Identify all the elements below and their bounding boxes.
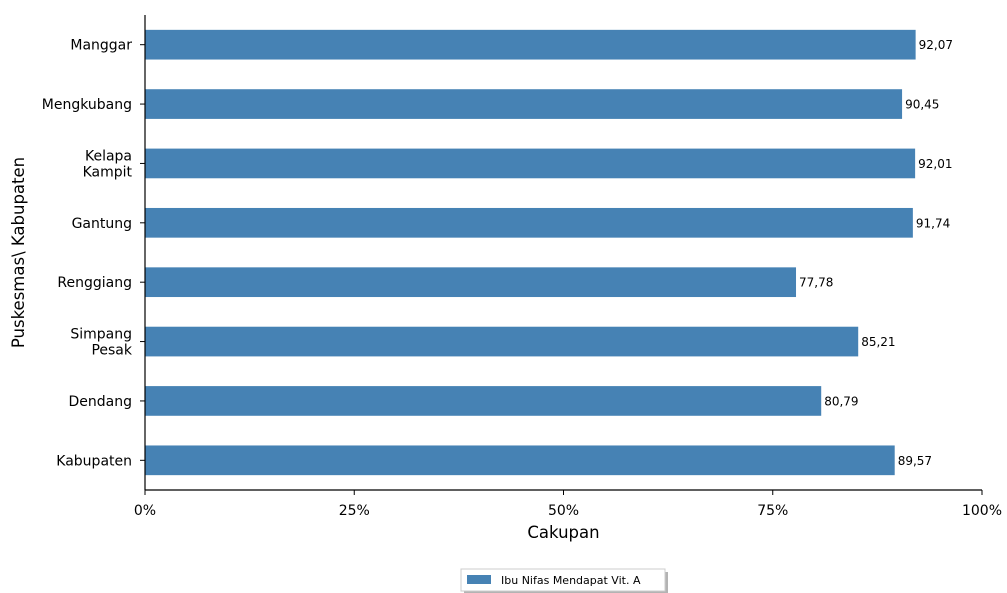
bar-value-label: 91,74 — [916, 216, 950, 230]
y-tick-label: Manggar — [70, 38, 132, 54]
bar — [145, 29, 916, 60]
x-tick-label: 0% — [134, 503, 156, 519]
y-tick-label-line: Dendang — [69, 394, 133, 410]
y-tick-label: Dendang — [69, 394, 133, 410]
bar-value-label: 80,79 — [824, 394, 858, 408]
bar — [145, 89, 903, 119]
bar-value-label: 77,78 — [799, 276, 833, 290]
y-tick-label: Kabupaten — [56, 453, 132, 469]
bar-value-label: 89,57 — [898, 454, 932, 468]
y-tick-label: Renggiang — [57, 275, 132, 291]
y-tick-label: Kelapa Kampit — [83, 148, 133, 180]
y-tick-label-line: Mengkubang — [42, 97, 132, 113]
y-tick-label-line: Pesak — [91, 343, 132, 359]
x-tick-label: 100% — [962, 503, 1002, 519]
bar — [145, 207, 913, 238]
y-tick-label-line: Manggar — [70, 38, 132, 54]
y-tick-label-line: Gantung — [72, 216, 132, 232]
legend-label: Ibu Nifas Mendapat Vit. A — [501, 574, 641, 587]
legend: Ibu Nifas Mendapat Vit. A — [460, 568, 668, 593]
bars-group — [145, 29, 916, 476]
bar — [145, 326, 859, 357]
x-axis-title: Cakupan — [527, 523, 599, 542]
x-tick-label: 75% — [757, 503, 788, 519]
bar — [145, 148, 916, 179]
legend-box — [460, 568, 666, 592]
y-tick-label: Simpang Pesak — [70, 327, 133, 359]
y-tick-label-line: Kabupaten — [56, 453, 132, 469]
bar — [145, 386, 822, 416]
y-tick-label: Gantung — [72, 216, 132, 232]
bar-value-label: 92,07 — [919, 38, 953, 52]
data-labels-group: 92,07 90,45 92,01 91,74 77,78 85,21 80,79 89,57 — [799, 38, 953, 468]
x-tick-label: 25% — [339, 503, 370, 519]
bar — [145, 267, 797, 298]
y-tick-label-line: Kampit — [83, 164, 133, 180]
y-axis: Manggar Mengkubang Kelapa Kampit Gantung Reng… — [42, 15, 146, 490]
bar-value-label: 92,01 — [918, 157, 952, 171]
y-axis-title: Puskesmas\ Kabupaten — [9, 157, 28, 348]
y-tick-label-line: Simpang — [70, 327, 132, 343]
bar-value-label: 85,21 — [861, 335, 895, 349]
bar-value-label: 90,45 — [905, 98, 939, 112]
y-tick-label-line: Kelapa — [85, 148, 132, 164]
x-tick-label: 50% — [548, 503, 579, 519]
legend-swatch — [467, 575, 491, 584]
y-tick-label-line: Renggiang — [57, 275, 132, 291]
bar — [145, 445, 895, 476]
y-tick-label: Mengkubang — [42, 97, 132, 113]
x-axis: 0% 25% 50% 75% 100% — [134, 489, 1002, 519]
